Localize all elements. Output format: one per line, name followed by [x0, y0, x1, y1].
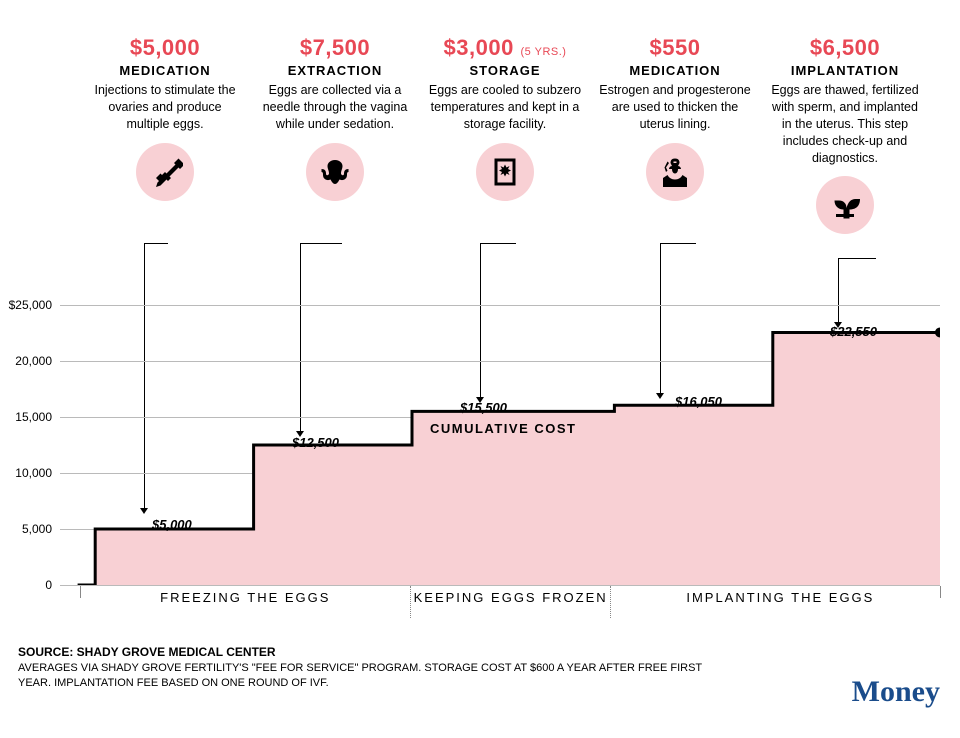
cum-label: $15,500 [460, 400, 507, 415]
y-tick: 0 [45, 578, 52, 592]
step-label: MEDICATION [86, 63, 244, 78]
step-price: $7,500 [256, 35, 414, 61]
phase-labels: FREEZING THE EGGS KEEPING EGGS FROZEN IM… [80, 590, 950, 605]
cumulative-cost-label: CUMULATIVE COST [430, 421, 576, 436]
step-extraction: $7,500 EXTRACTION Eggs are collected via… [250, 35, 420, 234]
step-desc: Eggs are cooled to subzero tempera­tures… [426, 82, 584, 133]
y-tick: 5,000 [22, 522, 52, 536]
step-desc: Injections to stimulate the ovaries and … [86, 82, 244, 133]
cum-label: $5,000 [152, 517, 192, 532]
y-tick: $25,000 [9, 298, 52, 312]
step-price: $550 [596, 35, 754, 61]
phase-label: FREEZING THE EGGS [80, 590, 411, 605]
step-medication-2: $550 MEDICATION Estrogen and progesteron… [590, 35, 760, 234]
cum-label: $16,050 [675, 394, 722, 409]
footer-note: AVERAGES VIA SHADY GROVE FERTILITY'S "FE… [18, 661, 718, 692]
step-label: MEDICATION [596, 63, 754, 78]
cumulative-chart: 0 5,000 10,000 15,000 20,000 $25,000 $5,… [0, 305, 960, 615]
step-medication-1: $5,000 MEDICATION Injections to stimulat… [80, 35, 250, 234]
step-price: $6,500 [766, 35, 924, 61]
uterus-icon [306, 143, 364, 201]
step-desc: Eggs are thawed, fertilized with sperm, … [766, 82, 924, 166]
steps-row: $5,000 MEDICATION Injections to stimulat… [0, 0, 960, 234]
phase-label: IMPLANTING THE EGGS [611, 590, 950, 605]
cum-label: $22,550 [830, 324, 877, 339]
step-label: EXTRACTION [256, 63, 414, 78]
phase-label: KEEPING EGGS FROZEN [411, 590, 611, 605]
logo: Money [852, 675, 940, 709]
y-tick: 10,000 [15, 466, 52, 480]
step-area [60, 305, 940, 585]
step-label: IMPLANTATION [766, 63, 924, 78]
footer-source: SOURCE: SHADY GROVE MEDICAL CENTER [18, 645, 718, 659]
syringe-icon [136, 143, 194, 201]
nurse-icon [646, 143, 704, 201]
y-tick: 15,000 [15, 410, 52, 424]
sprout-icon [816, 176, 874, 234]
step-desc: Estrogen and progesterone are used to th… [596, 82, 754, 133]
step-desc: Eggs are collected via a needle through … [256, 82, 414, 133]
step-label: STORAGE [426, 63, 584, 78]
y-axis: 0 5,000 10,000 15,000 20,000 $25,000 [0, 305, 60, 615]
step-implantation: $6,500 IMPLANTATION Eggs are thawed, fer… [760, 35, 930, 234]
step-storage: $3,000 (5 YRS.) STORAGE Eggs are cooled … [420, 35, 590, 234]
step-price: $5,000 [86, 35, 244, 61]
cum-label: $12,500 [292, 435, 339, 450]
step-price: $3,000 (5 YRS.) [426, 35, 584, 61]
y-tick: 20,000 [15, 354, 52, 368]
footer: SOURCE: SHADY GROVE MEDICAL CENTER AVERA… [18, 645, 718, 692]
freezer-icon [476, 143, 534, 201]
